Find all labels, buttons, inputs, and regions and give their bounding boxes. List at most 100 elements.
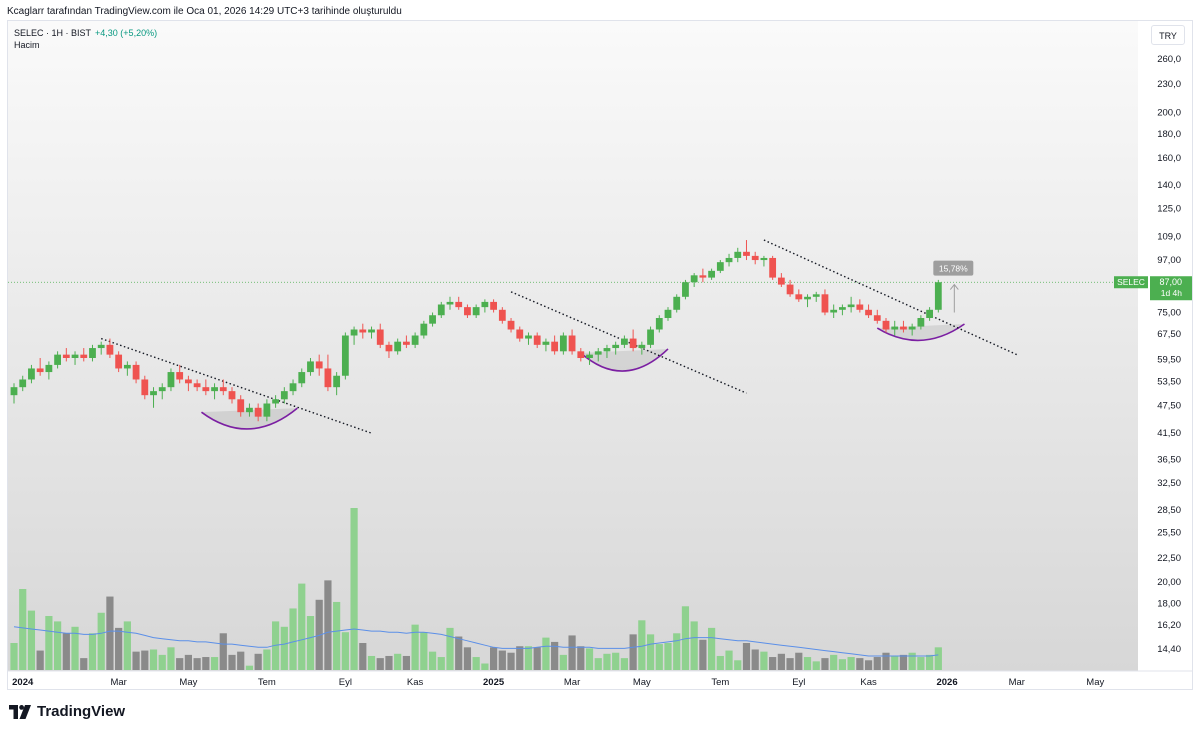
- time-tick-label: May: [633, 677, 651, 688]
- price-tick-label: 59,50: [1157, 355, 1181, 366]
- volume-bar: [891, 655, 899, 670]
- volume-bar: [359, 643, 367, 670]
- volume-bar: [856, 658, 864, 670]
- price-tick-label: 36,50: [1157, 454, 1181, 465]
- time-tick-label: Mar: [110, 677, 126, 688]
- time-tick-label: 2026: [936, 677, 957, 688]
- candle-body: [132, 364, 140, 380]
- volume-bar: [376, 658, 384, 670]
- candle-body: [403, 341, 410, 345]
- price-tick-label: 14,40: [1157, 644, 1181, 655]
- candle-body: [150, 391, 157, 396]
- volume-bar: [638, 620, 646, 670]
- candle-body: [10, 387, 18, 396]
- candle-body: [211, 387, 218, 392]
- candle-body: [559, 335, 567, 352]
- currency-button[interactable]: TRY: [1151, 25, 1185, 45]
- volume-bar: [333, 601, 341, 670]
- volume-bar: [437, 657, 445, 670]
- volume-bar: [681, 606, 690, 670]
- price-tick-label: 25,50: [1157, 527, 1181, 538]
- candle-body: [533, 335, 541, 345]
- candle-body: [934, 282, 942, 310]
- chart-canvas[interactable]: 260,0 230,0 200,0 180,0 160,0 140,0 125,0 109,0…: [8, 21, 1193, 690]
- volume-bar: [481, 663, 489, 670]
- legend-symbol[interactable]: SELEC · 1H · BIST: [14, 28, 92, 38]
- candle-body: [464, 307, 471, 316]
- symbol-tag: SELEC: [1117, 277, 1145, 287]
- time-tick-label: Eyl: [339, 677, 352, 688]
- candle-body: [385, 344, 393, 352]
- candle-body: [577, 351, 585, 358]
- candle-body: [429, 315, 436, 324]
- candle-body: [795, 294, 803, 300]
- candle-body: [926, 309, 933, 319]
- candle-body: [298, 372, 306, 384]
- volume-bar: [742, 643, 751, 670]
- measure-arrow-head: [949, 283, 959, 290]
- candle-body: [97, 344, 105, 349]
- volume-bar: [367, 655, 376, 670]
- candle-body: [89, 348, 96, 358]
- candle-body: [115, 354, 123, 369]
- volume-bar: [19, 589, 27, 670]
- time-tick-label: May: [1086, 677, 1104, 688]
- volume-bar: [673, 633, 681, 670]
- volume-bar: [350, 508, 358, 670]
- time-tick-label: Mar: [564, 677, 580, 688]
- chart-frame[interactable]: 260,0 230,0 200,0 180,0 160,0 140,0 125,0 109,0…: [7, 20, 1193, 690]
- volume-bar: [27, 610, 36, 670]
- candle-body: [263, 403, 271, 417]
- candle-body: [359, 329, 367, 333]
- price-tick-label: 75,00: [1157, 307, 1181, 318]
- cup-fill: [580, 348, 668, 372]
- candle-body: [254, 407, 262, 417]
- volume-bar: [10, 643, 18, 670]
- time-tick-label: 2024: [12, 677, 34, 688]
- volume-ma-line: [13, 626, 939, 657]
- volume-bar: [210, 657, 219, 670]
- volume-bar: [533, 647, 541, 670]
- volume-bar: [769, 657, 777, 670]
- candle-body: [655, 318, 663, 330]
- volume-bar: [934, 647, 942, 670]
- volume-bar: [786, 658, 794, 670]
- volume-bar: [734, 660, 742, 670]
- candle-body: [891, 326, 899, 330]
- candle-body: [437, 304, 445, 316]
- candle-body: [682, 282, 689, 297]
- candle-body: [420, 323, 428, 336]
- volume-bar: [690, 621, 698, 670]
- candle-body: [786, 284, 794, 295]
- bar-countdown-label: 1d 4h: [1161, 288, 1183, 298]
- price-tick-label: 47,50: [1157, 401, 1181, 412]
- volume-bar: [97, 612, 105, 670]
- candle-body: [315, 361, 323, 369]
- candle-body: [594, 351, 602, 355]
- volume-bar: [158, 654, 166, 670]
- volume-bar: [149, 649, 158, 670]
- candle-body: [568, 335, 576, 352]
- time-tick-label: Kas: [407, 677, 424, 688]
- volume-bar: [585, 648, 594, 670]
- cup-arc: [876, 323, 965, 342]
- candle-body: [481, 301, 489, 308]
- volume-bar: [551, 641, 559, 670]
- volume-bar: [193, 658, 201, 670]
- cup-arc: [201, 407, 298, 430]
- candle-body: [900, 326, 907, 330]
- time-tick-label: May: [179, 677, 197, 688]
- volume-bar: [45, 616, 53, 670]
- chart-caption: Kcaglarr tarafından TradingView.com ile …: [7, 6, 402, 17]
- candle-body: [734, 251, 742, 258]
- volume-bar: [176, 658, 184, 670]
- tradingview-brand[interactable]: TradingView: [9, 703, 125, 720]
- price-axis-background: [1138, 21, 1192, 689]
- candle-body: [664, 309, 672, 319]
- volume-bar: [725, 650, 733, 670]
- volume-bar: [132, 651, 140, 670]
- candle-body: [307, 361, 314, 373]
- time-tick-label: Tem: [711, 677, 729, 688]
- legend-volume-label[interactable]: Hacim: [14, 40, 40, 50]
- candle-body: [237, 399, 245, 413]
